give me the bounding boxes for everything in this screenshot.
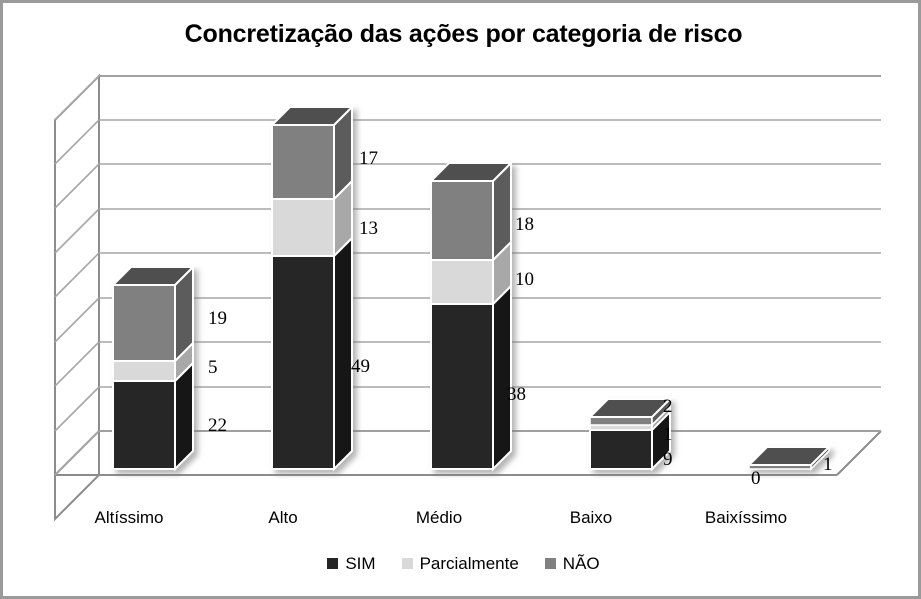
- legend-swatch-parcialmente-icon: [401, 558, 413, 569]
- data-label-altissimo-parcialmente: 5: [208, 357, 218, 378]
- bar-segment-alto-sim[interactable]: [271, 235, 353, 472]
- bar-segment-altissimo-sim[interactable]: [112, 360, 194, 472]
- bar-segment-alto-nao[interactable]: [269, 104, 355, 202]
- bar-segment-baixo-nao[interactable]: [587, 397, 673, 427]
- data-label-baixo-sim: 9: [663, 449, 673, 470]
- category-label-baixissimo: Baixíssimo: [704, 508, 788, 527]
- data-label-alto-nao: 17: [359, 148, 378, 169]
- bar-group-medio[interactable]: [428, 160, 514, 472]
- bar-segment-alto-parcialmente[interactable]: [271, 178, 353, 259]
- legend-item-sim[interactable]: SIM: [327, 554, 376, 573]
- bar-segment-altissimo-nao[interactable]: [110, 264, 196, 364]
- legend-item-nao[interactable]: NÃO: [544, 554, 600, 573]
- data-label-altissimo-nao: 19: [208, 308, 227, 329]
- chart-title: Concretização das ações por categoria de…: [184, 20, 743, 48]
- bar-group-altissimo[interactable]: [110, 264, 196, 472]
- data-label-altissimo-sim: 22: [208, 415, 227, 436]
- plot-area: 19 5 22 17 13 49 18 10 38 2 1 9 0 1 Altí…: [3, 3, 918, 548]
- bar-group-baixo[interactable]: [587, 397, 673, 472]
- legend-item-parcialmente[interactable]: Parcialmente: [401, 554, 519, 573]
- data-label-medio-parcialmente: 10: [515, 269, 534, 290]
- legend-label-parcialmente: Parcialmente: [419, 554, 519, 573]
- chart-svg: [54, 73, 882, 522]
- category-label-alto: Alto: [268, 508, 298, 527]
- category-label-baixo: Baixo: [569, 508, 613, 527]
- legend-label-nao: NÃO: [562, 554, 600, 573]
- category-label-altissimo: Altíssimo: [94, 508, 164, 527]
- bar-segment-medio-parcialmente[interactable]: [430, 239, 512, 307]
- legend-swatch-nao-icon: [544, 558, 556, 569]
- legend-label-sim: SIM: [345, 554, 376, 573]
- data-label-baixissimo-sim: 0: [751, 468, 761, 489]
- bar-segment-medio-nao[interactable]: [428, 160, 514, 263]
- legend-swatch-sim-icon: [327, 558, 339, 569]
- bar-segment-medio-sim[interactable]: [430, 283, 512, 472]
- data-label-alto-parcialmente: 13: [359, 218, 378, 239]
- data-label-medio-nao: 18: [515, 214, 534, 235]
- bar-segment-baixissimo-nao[interactable]: [746, 445, 832, 471]
- bar-group-baixissimo[interactable]: [746, 445, 832, 471]
- chart-legend: SIM Parcialmente NÃO: [3, 554, 918, 573]
- data-label-baixo-nao: 2: [663, 396, 673, 417]
- category-label-medio: Médio: [415, 508, 463, 527]
- bar-group-alto[interactable]: [269, 104, 355, 472]
- data-label-alto-sim: 49: [351, 356, 370, 377]
- bar-segment-altissimo-parcialmente[interactable]: [112, 340, 194, 384]
- data-label-baixissimo-nao: 1: [823, 454, 833, 475]
- data-label-medio-sim: 38: [507, 384, 526, 405]
- data-label-baixo-parcialmente: 1: [663, 424, 673, 445]
